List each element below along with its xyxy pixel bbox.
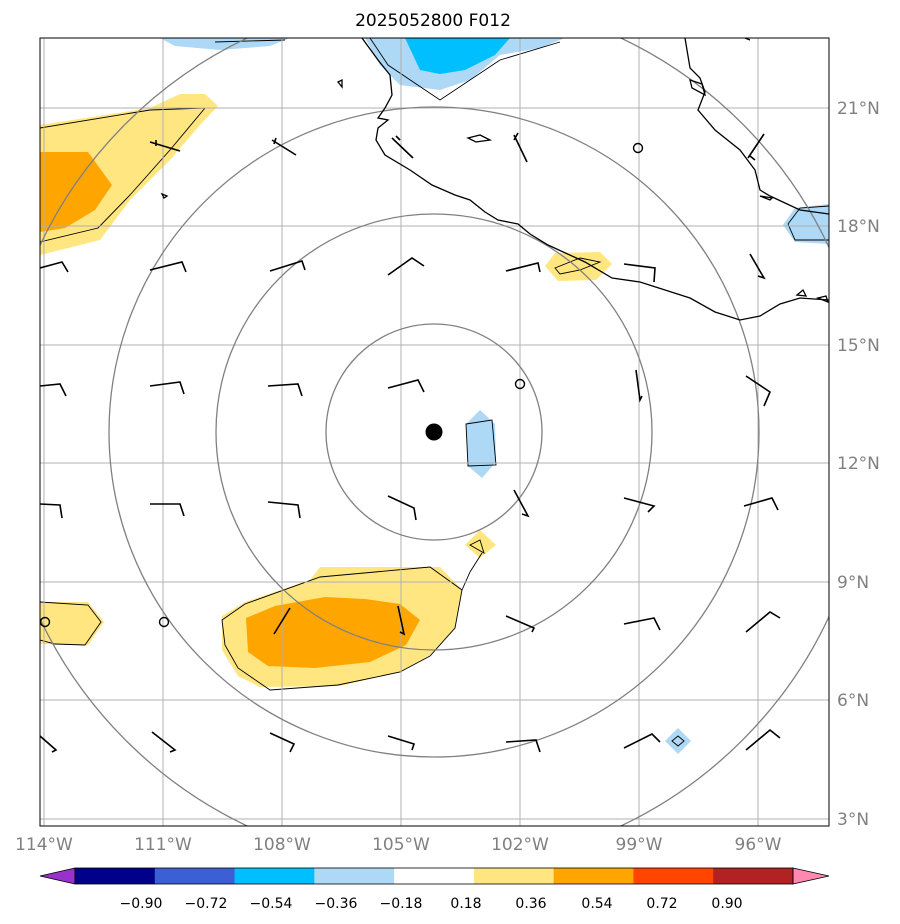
negative-shading-southeast xyxy=(665,728,691,754)
lat-label-9n: 9°N xyxy=(837,573,869,593)
longitude-labels: 114°W 111°W 108°W 105°W 102°W 99°W 96°W xyxy=(15,835,782,855)
storm-center-marker xyxy=(425,423,443,441)
map-area xyxy=(40,38,829,826)
colorbar-tick-label: −0.90 xyxy=(120,896,163,912)
wind-barbs xyxy=(40,132,781,753)
lon-label-102w: 102°W xyxy=(491,835,549,855)
colorbar-bin xyxy=(633,868,714,884)
lat-label-15n: 15°N xyxy=(837,336,880,356)
colorbar-bin xyxy=(314,868,395,884)
colorbar-extend-low xyxy=(39,867,76,885)
latitude-labels: 21°N 18°N 15°N 12°N 9°N 6°N 3°N xyxy=(837,99,880,830)
colorbar-bin xyxy=(553,868,634,884)
positive-shading-west xyxy=(40,602,104,645)
colorbar-bin xyxy=(473,868,555,884)
colorbar-tick-label: −0.72 xyxy=(185,896,228,912)
colorbar-bin xyxy=(75,868,156,884)
colorbar-outline xyxy=(74,867,794,885)
lon-label-99w: 99°W xyxy=(616,835,663,855)
colorbar-tick-labels: −0.90 −0.72 −0.54 −0.36 −0.18 0.18 0.36 … xyxy=(120,896,743,912)
colorbar-bin xyxy=(234,868,315,884)
positive-core-south xyxy=(246,597,420,668)
colorbar-tick-label: −0.54 xyxy=(250,896,293,912)
lat-label-21n: 21°N xyxy=(837,99,880,119)
colorbar-extend-high xyxy=(792,867,830,885)
lon-label-105w: 105°W xyxy=(372,835,430,855)
coastline xyxy=(160,38,829,321)
positive-shading-small xyxy=(465,530,496,558)
lon-label-114w: 114°W xyxy=(15,835,73,855)
colorbar-tick-label: 0.36 xyxy=(515,896,546,912)
lon-label-96w: 96°W xyxy=(735,835,782,855)
lon-label-108w: 108°W xyxy=(253,835,311,855)
negative-shading-center xyxy=(466,410,496,478)
colorbar-tick-label: 0.54 xyxy=(581,896,612,912)
colorbar-tick-label: 0.18 xyxy=(450,896,481,912)
lon-label-111w: 111°W xyxy=(134,835,192,855)
map-frame xyxy=(39,37,830,827)
graticule xyxy=(40,38,829,826)
negative-core-north xyxy=(405,38,510,74)
colorbar-tick-label: −0.18 xyxy=(380,896,423,912)
colorbar-bins xyxy=(75,868,794,884)
colorbar-bin xyxy=(713,868,794,884)
range-rings xyxy=(40,38,829,826)
colorbar-bin xyxy=(154,868,236,884)
lat-label-12n: 12°N xyxy=(837,454,880,474)
negative-shading-east xyxy=(783,204,829,244)
lat-label-6n: 6°N xyxy=(837,691,869,711)
map-title: 2025052800 F012 xyxy=(355,11,511,31)
colorbar-tick-label: 0.90 xyxy=(711,896,742,912)
shaded-fields xyxy=(40,38,829,754)
calm-markers xyxy=(40,142,644,628)
colorbar-tick-label: 0.72 xyxy=(646,896,677,912)
lat-label-3n: 3°N xyxy=(837,810,869,830)
thin-contours xyxy=(40,38,829,747)
colorbar-bin xyxy=(394,868,475,884)
negative-shading-top-left xyxy=(160,38,290,50)
positive-shading-coast xyxy=(545,252,612,281)
lat-label-18n: 18°N xyxy=(837,217,880,237)
colorbar-tick-label: −0.36 xyxy=(315,896,358,912)
colorbar: −0.90 −0.72 −0.54 −0.36 −0.18 0.18 0.36 … xyxy=(39,867,830,912)
